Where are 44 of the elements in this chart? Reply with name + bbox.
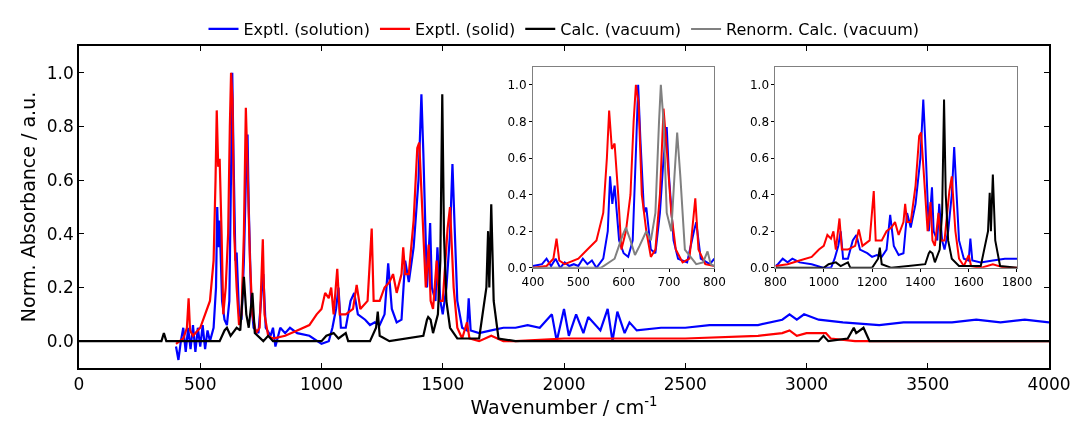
- x-tick-label: 4000: [1027, 374, 1071, 395]
- y-axis-title: Norm. Absorbance / a.u.: [17, 91, 40, 323]
- x-tick-label: 0: [73, 374, 85, 395]
- y-tick-label: 1.0: [749, 78, 770, 93]
- y-tick-label: 0.2: [507, 224, 527, 239]
- y-tick-label: 0.6: [749, 151, 770, 166]
- x-tick-label: 800: [702, 275, 726, 290]
- x-tick-label: 800: [764, 275, 787, 290]
- x-tick-label: 1600: [953, 275, 984, 290]
- x-tick-label: 1500: [421, 374, 465, 395]
- y-tick-label: 0.6: [46, 170, 74, 191]
- x-tick-label: 3000: [784, 374, 829, 395]
- x-tick-label: 2000: [542, 374, 586, 395]
- x-tick-label: 500: [184, 374, 217, 395]
- y-tick-label: 0.6: [507, 151, 527, 166]
- x-tick-label: 1400: [905, 275, 936, 290]
- x-axis-title: Wavenumber / cm$^{-1}$: [470, 394, 658, 419]
- x-tick-label: 1800: [1001, 275, 1033, 290]
- y-tick-label: 0.8: [749, 114, 770, 129]
- x-tick-label: 1200: [856, 275, 888, 290]
- y-tick-label: 0.8: [507, 114, 527, 129]
- x-tick-label: 1000: [808, 275, 840, 290]
- y-tick-label: 0.4: [507, 187, 527, 202]
- x-tick-label: 2500: [663, 374, 707, 395]
- y-tick-label: 0.4: [46, 223, 74, 244]
- x-tick-label: 3500: [906, 374, 950, 395]
- y-tick-label: 0.2: [749, 224, 770, 239]
- y-tick-label: 0.0: [749, 261, 770, 276]
- legend-label: Exptl. (solution): [243, 20, 370, 40]
- legend-label: Renorm. Calc. (vacuum): [726, 20, 920, 40]
- legend-label: Calc. (vacuum): [560, 20, 682, 40]
- y-tick-label: 0.0: [46, 331, 74, 352]
- y-tick-label: 0.2: [46, 277, 74, 298]
- x-tick-label: 600: [612, 275, 636, 290]
- y-tick-label: 0.8: [46, 116, 74, 137]
- y-tick-label: 0.4: [749, 187, 770, 202]
- x-tick-label: 1000: [299, 374, 344, 395]
- x-tick-label: 500: [566, 275, 590, 290]
- y-tick-label: 1.0: [46, 62, 74, 83]
- y-tick-label: 0.0: [507, 261, 527, 276]
- x-tick-label: 700: [657, 275, 681, 290]
- legend-label: Exptl. (solid): [414, 20, 516, 40]
- y-tick-label: 1.0: [507, 78, 527, 93]
- x-tick-label: 400: [521, 275, 545, 290]
